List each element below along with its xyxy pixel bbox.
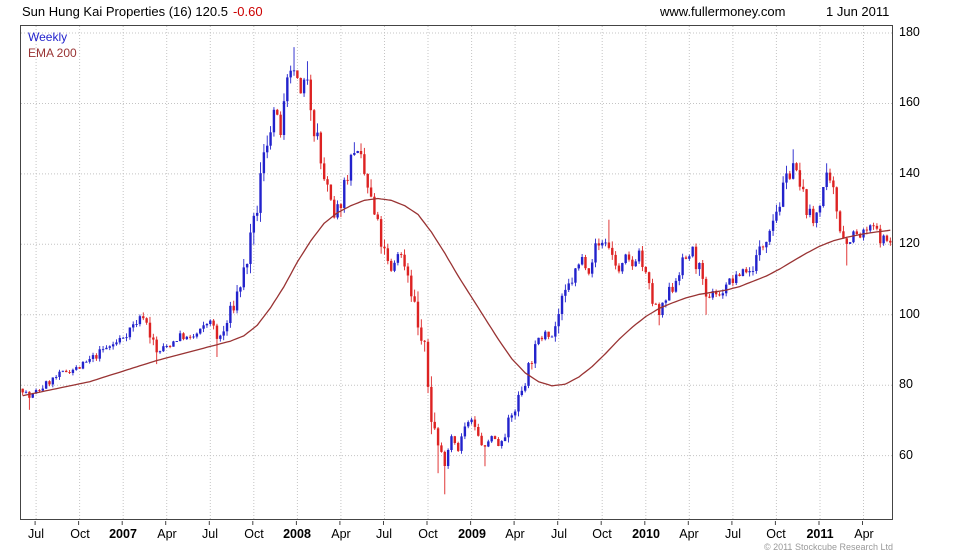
y-axis-label: 180 bbox=[899, 25, 920, 39]
y-axis-label: 160 bbox=[899, 95, 920, 109]
x-axis-label: Oct bbox=[70, 527, 90, 541]
x-axis-label: Apr bbox=[854, 527, 874, 541]
x-axis-label: Oct bbox=[592, 527, 612, 541]
y-axis-label: 140 bbox=[899, 166, 920, 180]
chart-date: 1 Jun 2011 bbox=[826, 4, 890, 19]
fullermoney-url: www.fullermoney.com bbox=[660, 4, 786, 19]
candlestick-chart bbox=[21, 26, 892, 519]
x-axis-label: Apr bbox=[157, 527, 177, 541]
y-axis-label: 100 bbox=[899, 307, 920, 321]
x-axis-label: 2010 bbox=[632, 527, 660, 541]
x-axis-label: Oct bbox=[244, 527, 264, 541]
legend-weekly-label: Weekly bbox=[28, 30, 68, 44]
copyright-notice: © 2011 Stockcube Research Ltd bbox=[763, 542, 893, 552]
y-axis-label: 60 bbox=[899, 448, 913, 462]
chart-title: Sun Hung Kai Properties (16) 120.5 -0.60 bbox=[22, 4, 263, 19]
x-axis-label: Jul bbox=[551, 527, 567, 541]
x-axis-label: 2007 bbox=[109, 527, 137, 541]
legend-ema-label: EMA 200 bbox=[28, 46, 77, 60]
plot-area: Weekly EMA 200 bbox=[20, 25, 893, 520]
x-axis-label: Apr bbox=[505, 527, 525, 541]
y-axis-label: 80 bbox=[899, 377, 913, 391]
x-axis-label: 2011 bbox=[806, 527, 834, 541]
x-axis-ticks bbox=[34, 521, 863, 525]
y-axis-label: 120 bbox=[899, 236, 920, 250]
x-axis-label: Jul bbox=[376, 527, 392, 541]
x-axis-label: Oct bbox=[418, 527, 438, 541]
x-axis-label: Apr bbox=[679, 527, 699, 541]
instrument-name-price: Sun Hung Kai Properties (16) 120.5 bbox=[22, 4, 228, 19]
chart-legend: Weekly EMA 200 bbox=[28, 29, 77, 61]
x-axis-label: Jul bbox=[202, 527, 218, 541]
x-axis-label: Jul bbox=[725, 527, 741, 541]
x-axis-label: 2008 bbox=[283, 527, 311, 541]
price-change: -0.60 bbox=[232, 4, 263, 19]
x-axis-label: Jul bbox=[28, 527, 44, 541]
x-axis-label: 2009 bbox=[458, 527, 486, 541]
x-axis-label: Oct bbox=[766, 527, 786, 541]
x-axis-label: Apr bbox=[331, 527, 351, 541]
